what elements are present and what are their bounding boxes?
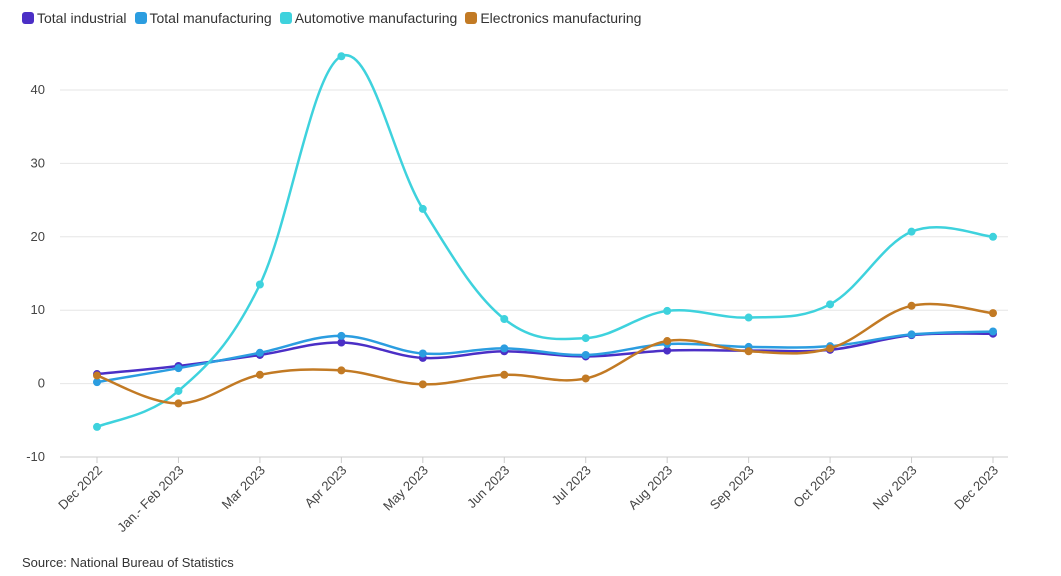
data-point-automotive-manufacturing[interactable]	[989, 232, 997, 241]
data-point-electronics-manufacturing[interactable]	[581, 374, 590, 383]
data-point-electronics-manufacturing[interactable]	[255, 370, 264, 379]
data-point-automotive-manufacturing[interactable]	[500, 315, 509, 324]
series-line-electronics-manufacturing	[95, 302, 995, 405]
x-tick-label: Dec 2023	[951, 463, 1001, 513]
legend: Total industrial Total manufacturing Autom…	[22, 10, 649, 26]
data-point-total-manufacturing[interactable]	[907, 330, 916, 339]
legend-label: Automotive manufacturing	[294, 10, 458, 26]
data-point-total-manufacturing[interactable]	[500, 344, 509, 353]
x-tick-label: Jan.- Feb 2023	[114, 463, 186, 535]
data-point-electronics-manufacturing[interactable]	[989, 309, 997, 318]
y-tick-label: 0	[38, 376, 45, 391]
legend-label: Total manufacturing	[149, 10, 272, 26]
series-line-total-manufacturing	[95, 330, 995, 384]
data-point-automotive-manufacturing[interactable]	[826, 300, 835, 309]
data-point-total-industrial[interactable]	[337, 338, 346, 347]
data-point-electronics-manufacturing[interactable]	[418, 380, 427, 389]
data-point-total-manufacturing[interactable]	[418, 349, 427, 358]
x-tick-label: Oct 2023	[790, 463, 838, 511]
data-point-electronics-manufacturing[interactable]	[500, 370, 509, 379]
legend-item-total-industrial[interactable]: Total industrial	[22, 10, 127, 26]
y-tick-label: 40	[31, 82, 45, 97]
x-tick-label: Jul 2023	[548, 463, 593, 508]
y-tick-label: 30	[31, 155, 45, 170]
x-tick-label: Mar 2023	[219, 463, 268, 512]
data-point-automotive-manufacturing[interactable]	[337, 52, 346, 61]
data-point-electronics-manufacturing[interactable]	[744, 347, 753, 356]
x-tick-label: Jun 2023	[464, 463, 512, 511]
data-point-total-manufacturing[interactable]	[93, 378, 101, 387]
data-point-total-manufacturing[interactable]	[989, 327, 997, 336]
x-tick-label: Aug 2023	[625, 463, 675, 513]
legend-swatch-icon	[134, 12, 147, 24]
data-point-total-manufacturing[interactable]	[174, 364, 183, 373]
y-tick-label: 10	[31, 302, 45, 317]
data-point-electronics-manufacturing[interactable]	[907, 301, 916, 310]
series-line-total-industrial	[95, 332, 995, 376]
data-point-electronics-manufacturing[interactable]	[337, 366, 346, 375]
data-point-automotive-manufacturing[interactable]	[418, 204, 427, 213]
data-point-automotive-manufacturing[interactable]	[93, 422, 101, 431]
legend-swatch-icon	[22, 12, 34, 24]
data-point-electronics-manufacturing[interactable]	[93, 371, 101, 380]
data-point-automotive-manufacturing[interactable]	[907, 227, 916, 236]
data-point-automotive-manufacturing[interactable]	[174, 386, 183, 395]
data-point-automotive-manufacturing[interactable]	[581, 334, 590, 343]
data-point-electronics-manufacturing[interactable]	[826, 344, 835, 353]
data-point-total-manufacturing[interactable]	[581, 350, 590, 359]
legend-swatch-icon	[279, 12, 292, 24]
legend-item-electronics-manufacturing[interactable]: Electronics manufacturing	[465, 10, 641, 26]
legend-item-total-manufacturing[interactable]: Total manufacturing	[134, 10, 272, 26]
legend-item-automotive-manufacturing[interactable]: Automotive manufacturing	[279, 10, 458, 26]
data-point-total-manufacturing[interactable]	[255, 348, 264, 357]
source-note: Source: National Bureau of Statistics	[22, 555, 234, 570]
x-tick-label: May 2023	[380, 463, 431, 514]
x-tick-label: Apr 2023	[302, 463, 350, 511]
data-point-total-industrial[interactable]	[663, 346, 672, 355]
legend-label: Electronics manufacturing	[480, 10, 642, 26]
legend-label: Total industrial	[37, 10, 127, 26]
y-tick-label: -10	[26, 449, 45, 464]
data-point-automotive-manufacturing[interactable]	[744, 313, 753, 322]
x-tick-label: Dec 2022	[55, 463, 105, 513]
x-tick-label: Nov 2023	[870, 463, 920, 513]
series-line-automotive-manufacturing	[95, 53, 995, 429]
y-tick-label: 20	[31, 229, 45, 244]
data-point-automotive-manufacturing[interactable]	[255, 280, 264, 289]
data-point-electronics-manufacturing[interactable]	[663, 337, 672, 346]
x-tick-label: Sep 2023	[707, 463, 757, 513]
legend-swatch-icon	[465, 12, 478, 24]
line-chart: -10 0 10 20 30 40 Dec 2022 Jan.- Feb 2023 Mar 20…	[26, 52, 1008, 535]
data-point-electronics-manufacturing[interactable]	[174, 399, 183, 408]
data-point-total-manufacturing[interactable]	[337, 331, 346, 340]
data-point-automotive-manufacturing[interactable]	[663, 306, 672, 315]
